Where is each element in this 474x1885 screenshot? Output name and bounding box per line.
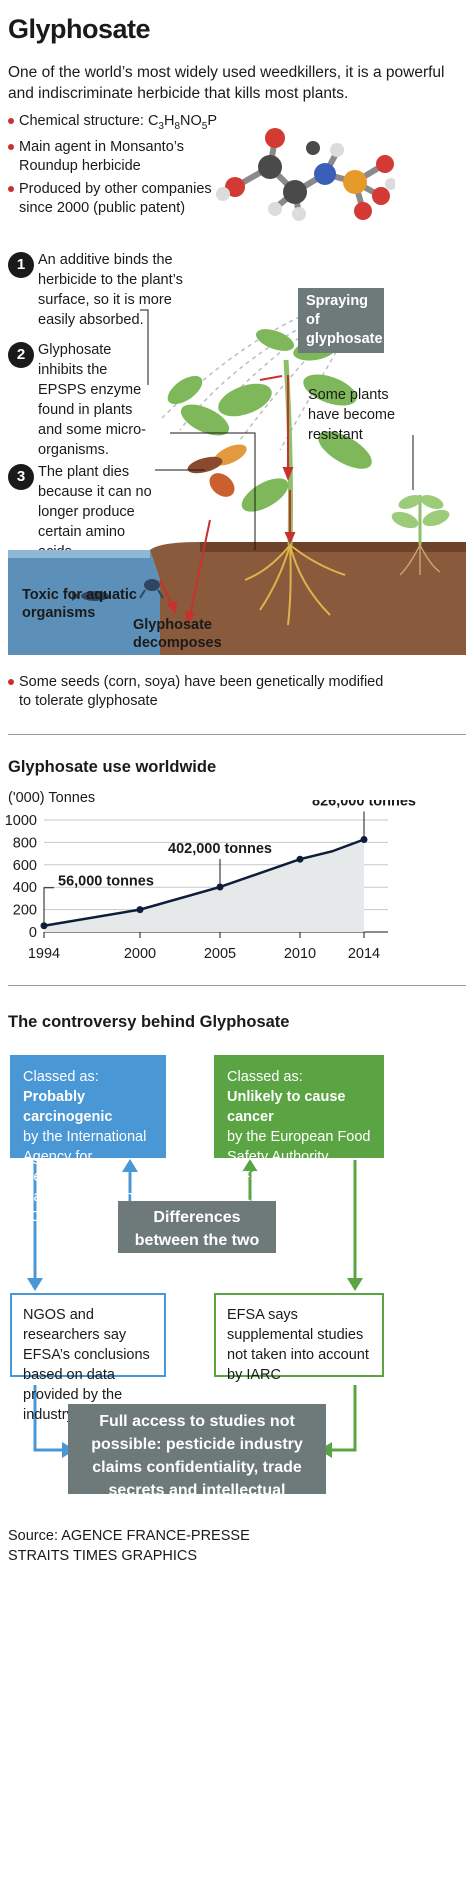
- iarc-classification-box: Classed as: Probably carcinogenic by the…: [10, 1055, 166, 1225]
- y-tick-label: 200: [13, 903, 37, 919]
- efsa-prefix: Classed as:: [227, 1069, 303, 1085]
- footer-credit: STRAITS TIMES GRAPHICS: [8, 1548, 198, 1564]
- data-point: [216, 883, 224, 891]
- x-tick-label: 2005: [204, 946, 236, 962]
- fact-produced: Produced by other companies since 2000 (…: [8, 180, 219, 218]
- soil-area: [150, 542, 466, 655]
- chart-ylabel: ('000) Tonnes: [8, 790, 96, 806]
- data-point: [136, 906, 144, 914]
- seeds-note: Some seeds (corn, soya) have been geneti…: [8, 673, 399, 711]
- spraying-label: Spraying of glyphosate: [298, 288, 384, 353]
- nitrogen-atom: [314, 163, 336, 185]
- x-tick-label: 1994: [28, 946, 60, 962]
- area-fill: [44, 839, 364, 932]
- page-title: Glyphosate: [8, 14, 151, 44]
- oxygen-atom: [225, 177, 245, 197]
- data-point: [40, 922, 48, 930]
- data-point: [296, 855, 304, 863]
- fact-structure: Chemical structure: C3H8NO5P: [8, 112, 239, 136]
- annotation-label: 56,000 tonnes: [58, 874, 154, 890]
- divider-1: [8, 734, 466, 735]
- y-tick-label: 800: [13, 835, 37, 851]
- structure-label: Chemical structure:: [19, 113, 148, 129]
- decomposes-label: Glyphosate decomposes: [133, 617, 222, 651]
- iarc-prefix: Classed as:: [23, 1069, 99, 1085]
- annotation-label: 402,000 tonnes: [168, 841, 272, 857]
- resistant-plant-leaves: [391, 495, 450, 529]
- y-tick-label: 400: [13, 880, 37, 896]
- series-line: [43, 838, 365, 927]
- uptake-arrows: [159, 375, 296, 625]
- x-tick-label: 2010: [284, 946, 316, 962]
- step-1-number: 1: [8, 252, 34, 278]
- step-1-text: An additive binds the herbicide to the p…: [38, 252, 183, 328]
- water-area: [8, 550, 160, 655]
- resistant-label: Some plants have become resistant: [308, 387, 396, 443]
- fact-main-agent: Main agent in Monsanto’s Roundup herbici…: [8, 138, 204, 176]
- annotation-label: 826,000 tonnes: [312, 800, 416, 809]
- step-2-number: 2: [8, 342, 34, 368]
- y-tick-label: 1000: [5, 813, 37, 829]
- step-2-text: Glyphosate inhibits the EPSPS enzyme fou…: [38, 342, 146, 458]
- molecule-illustration: [216, 128, 395, 221]
- y-tick-label: 600: [13, 858, 37, 874]
- divider-2: [8, 985, 466, 986]
- plant-illustration: [8, 294, 466, 655]
- phosphorus-atom: [343, 170, 367, 194]
- efsa-says-box: EFSA says supplemental studies not taken…: [214, 1293, 384, 1383]
- step-3-number: 3: [8, 464, 34, 490]
- differences-box: Differences between the two conclusions:: [118, 1201, 276, 1272]
- iarc-rest: by the International Agency for Research…: [23, 1129, 147, 1225]
- efsa-bold: Unlikely to cause cancer: [227, 1089, 346, 1125]
- fish-icon: [72, 579, 164, 601]
- controversy-title: The controversy behind Glyphosate: [8, 1013, 290, 1031]
- chart-section-title: Glyphosate use worldwide: [8, 758, 217, 776]
- iarc-bold: Probably carcinogenic: [23, 1089, 113, 1125]
- callout-lines: [140, 309, 414, 550]
- ngos-box: NGOS and researchers say EFSA’s conclusi…: [10, 1293, 166, 1423]
- chemical-formula: C3H8NO5P: [147, 113, 218, 132]
- efsa-rest: by the European Food Safety Authority (E…: [227, 1129, 371, 1205]
- efsa-classification-box: Classed as: Unlikely to cause cancer by …: [214, 1055, 384, 1205]
- full-access-box: Full access to studies not possible: pes…: [68, 1404, 326, 1522]
- plant-leaves: [167, 329, 372, 512]
- usage-chart: 0 200 400 600 800 1000 1994 2000 2005 2010 2014 56,…: [5, 800, 416, 962]
- footer-source: Source: AGENCE FRANCE-PRESSE: [8, 1528, 250, 1544]
- intro-text: One of the world’s most widely used weed…: [8, 64, 445, 102]
- y-tick-label: 0: [29, 925, 37, 941]
- x-tick-label: 2000: [124, 946, 156, 962]
- toxic-label: Toxic for aquatic organisms: [22, 587, 137, 621]
- annotation-line: [43, 887, 54, 926]
- x-tick-label: 2014: [348, 946, 380, 962]
- roots: [244, 544, 346, 626]
